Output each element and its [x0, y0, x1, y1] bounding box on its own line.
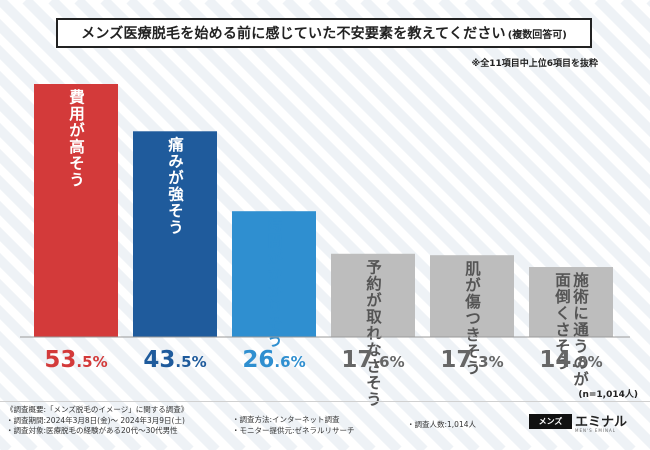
value-int: 14 [539, 347, 571, 373]
bg-stripe [0, 96, 350, 450]
bar [529, 267, 613, 337]
sample-size: (n=1,014人) [578, 390, 638, 400]
category-label: 痛みが強そう [166, 135, 185, 235]
value-unit: % [489, 353, 504, 371]
survey-line: ・調査対象:医療脱毛の経験がある20代〜30代男性 [6, 426, 178, 435]
value-label: 53.5% [44, 347, 107, 373]
value-unit: % [291, 353, 306, 371]
bg-stripe [438, 0, 650, 216]
bg-stripe [516, 0, 650, 138]
bg-stripe [308, 0, 650, 346]
survey-col-3: ・調査人数:1,014人 [407, 420, 476, 431]
bar [232, 211, 316, 337]
bg-stripe [542, 0, 650, 112]
category-label-text: 施術に通うのが [571, 271, 590, 388]
value-int: 53 [44, 347, 76, 373]
survey-line: ・モニター提供元:ゼネラルリサーチ [232, 425, 355, 435]
value-label: 43.5% [143, 347, 206, 373]
bg-stripe [334, 0, 650, 320]
category-label-text: 予約が取れなさそう [364, 258, 382, 407]
bg-stripe [282, 0, 650, 372]
bg-stripe [0, 0, 454, 450]
bg-stripe [230, 0, 650, 424]
survey-line: ・調査期間:2024年3月8日(金)〜 2024年3月9日(土) [6, 415, 185, 425]
value-label: 14.8% [539, 347, 602, 373]
value-unit: % [390, 353, 405, 371]
value-unit: % [93, 353, 108, 371]
category-label-text: 面倒くさそう [553, 272, 572, 371]
value-int: 43 [143, 347, 175, 373]
value-int: 17 [440, 347, 472, 373]
bg-stripe [386, 0, 650, 268]
logo-sub: MEN'S EMINAL [575, 428, 616, 433]
brand-logo: メンズ エミナル MEN'S EMINAL [529, 412, 641, 436]
excerpt-note: ※全11項目中上位6項目を抜粋 [471, 59, 598, 69]
bg-stripe [256, 0, 650, 398]
bg-stripe [490, 0, 650, 164]
bg-stripe [464, 0, 650, 190]
bg-stripe [360, 0, 650, 294]
bg-stripe [0, 356, 90, 450]
value-dec: .5 [76, 353, 92, 371]
category-label-text: 費用が高そう [67, 88, 85, 188]
bg-stripe [152, 0, 610, 450]
bg-stripe [0, 304, 142, 450]
bg-stripe [0, 252, 194, 450]
category-label: 予約が取れなさそう [364, 258, 382, 407]
bg-stripe [126, 0, 584, 450]
logo-box: メンズ [529, 414, 572, 429]
bar [34, 84, 118, 337]
value-unit: % [192, 353, 207, 371]
value-dec: .6 [373, 353, 389, 371]
bg-stripe [0, 330, 116, 450]
category-label-text: 時間がかかりそう [265, 215, 283, 348]
survey-col-1: 《調査概要:「メンズ脱毛のイメージ」に関する調査》 ・調査期間:2024年3月8… [6, 405, 188, 437]
bg-stripe [100, 0, 558, 450]
value-int: 26 [242, 347, 274, 373]
value-label: 17.6% [341, 347, 404, 373]
bg-stripe [0, 278, 168, 450]
value-unit: % [588, 353, 603, 371]
category-label-text: 痛みが強そう [166, 135, 185, 235]
category-label: 費用が高そう [67, 88, 85, 188]
chart-title-main: メンズ医療脱毛を始める前に感じていた不安要素を教えてください [81, 26, 506, 42]
value-label: 17.3% [440, 347, 503, 373]
survey-line: 《調査概要:「メンズ脱毛のイメージ」に関する調査》 [6, 405, 189, 414]
survey-line: ・調査人数:1,014人 [407, 420, 476, 429]
category-label-text: 肌が傷つきそう [463, 260, 482, 376]
survey-col-2: ・調査方法:インターネット調査 ・モニター提供元:ゼネラルリサーチ [232, 415, 355, 436]
bg-stripe [204, 0, 650, 450]
bg-stripe [178, 0, 636, 450]
chart-title: メンズ医療脱毛を始める前に感じていた不安要素を教えてください (複数回答可) [56, 18, 592, 48]
logo-name: エミナル [575, 415, 628, 430]
category-label: 時間がかかりそう [265, 215, 283, 348]
bg-stripe [412, 0, 650, 242]
value-label: 26.6% [242, 347, 305, 373]
bar [331, 253, 415, 337]
value-dec: .8 [571, 353, 587, 371]
chart-title-sub: (複数回答可) [507, 29, 567, 41]
value-dec: .3 [472, 353, 488, 371]
survey-line: ・調査方法:インターネット調査 [232, 415, 340, 424]
bar [133, 131, 217, 337]
value-dec: .6 [274, 353, 290, 371]
footer-divider [0, 401, 650, 402]
bg-stripe [0, 226, 220, 450]
category-label: 肌が傷つきそう [463, 260, 482, 376]
bar [430, 255, 514, 337]
bg-stripe [0, 200, 246, 450]
value-int: 17 [341, 347, 373, 373]
bg-stripe [568, 0, 650, 86]
value-dec: .5 [175, 353, 191, 371]
